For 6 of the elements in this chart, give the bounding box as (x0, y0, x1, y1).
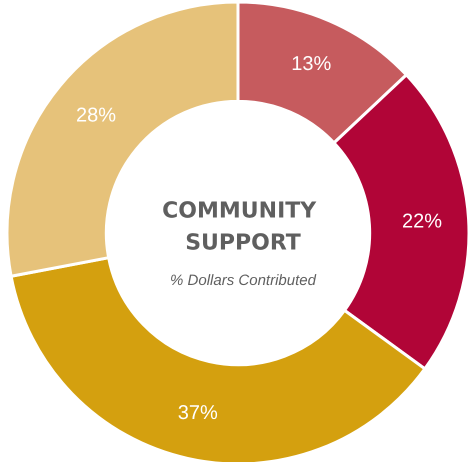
data-label: 22% (402, 210, 442, 232)
text: COMMUNITY SUPPORT (162, 198, 324, 256)
data-label: 13% (291, 52, 332, 75)
text: % Dollars Contributed (170, 272, 317, 289)
data-label: 37% (178, 402, 218, 424)
data-label: 28% (76, 104, 116, 126)
